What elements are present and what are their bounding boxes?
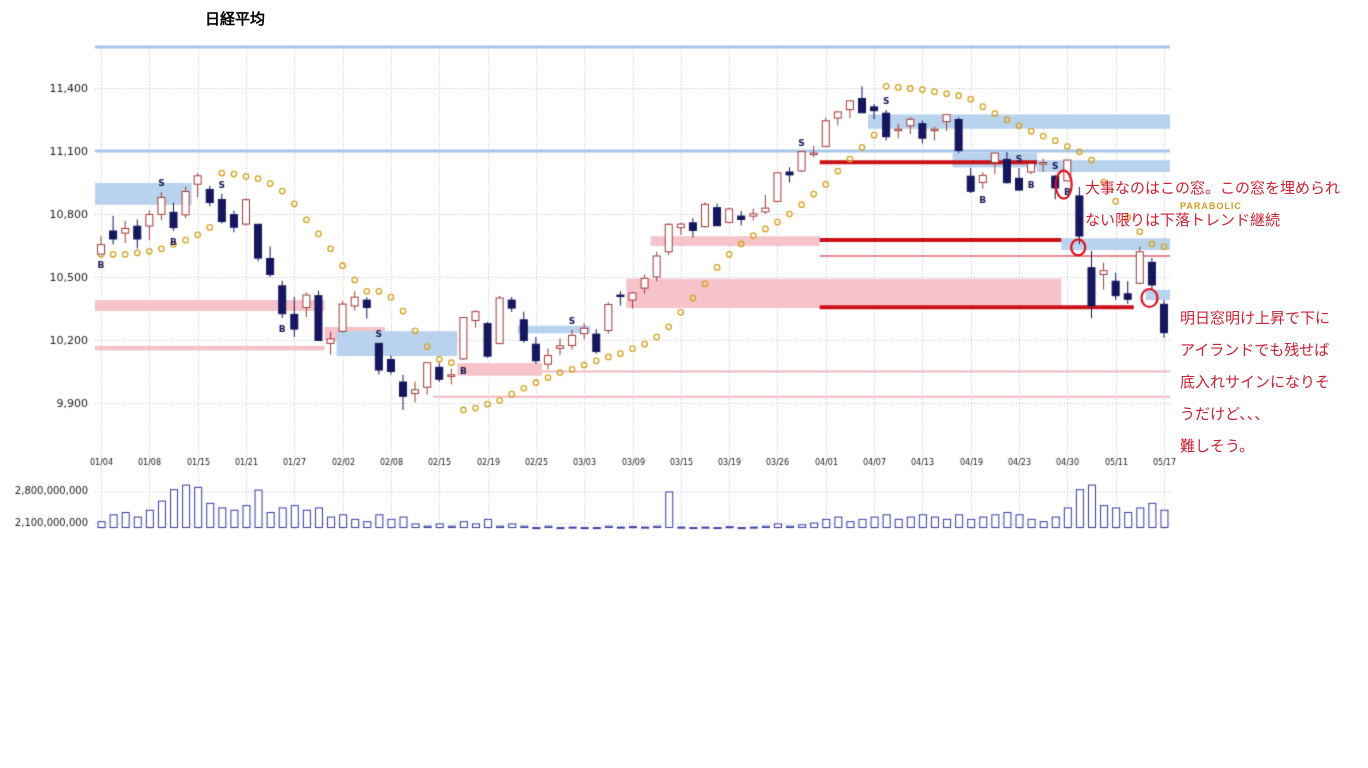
window-annotation-line1: 大事なのはこの窓。この窓を埋められ [1085,180,1341,197]
island-annotation-line1: 明日窓明け上昇で下に [1180,310,1331,327]
window-annotation-line2: ない限りは下落トレンド継続 [1085,212,1281,229]
parabolic-series-label: PARABOLIC [1180,201,1242,211]
island-annotation-line4: うだけど、、、 [1180,406,1270,423]
island-annotation-line3: 底入れサインになりそ [1180,374,1331,391]
chart-title: 日経平均 [205,11,266,28]
window-annotation: 大事なのはこの窓。この窓を埋められ ない限りは下落トレンド継続 [1085,173,1340,237]
island-annotation-line5: 難しそう。 [1180,438,1255,455]
island-annotation: 明日窓明け上昇で下に アイランドでも残せば 底入れサインになりそ うだけど、、、… [1180,303,1330,463]
island-annotation-line2: アイランドでも残せば [1180,342,1330,359]
candlestick-chart-canvas [0,0,1368,560]
